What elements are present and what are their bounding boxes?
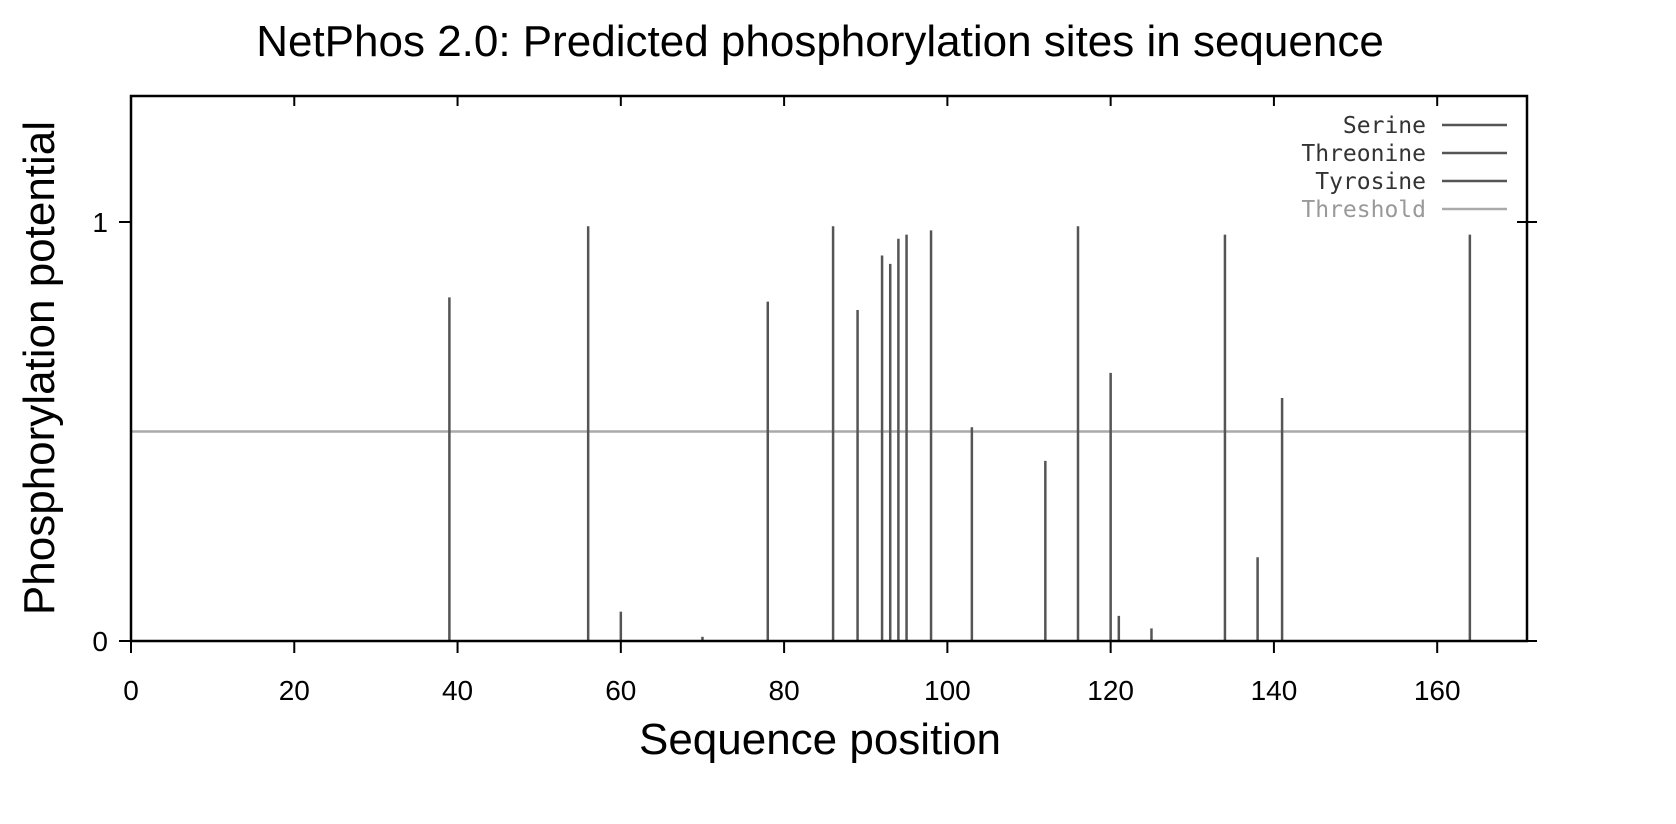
bars-layer [448,226,1472,641]
x-tick-label: 100 [924,675,971,706]
x-tick-label: 120 [1087,675,1134,706]
legend-label: Threshold [1301,197,1426,223]
legend-label: Tyrosine [1315,169,1426,195]
x-axis-label: Sequence position [639,715,1001,764]
x-tick-label: 160 [1414,675,1461,706]
x-tick-label: 0 [123,675,139,706]
legend-label: Threonine [1301,141,1426,167]
plot-frame [129,94,1529,643]
y-axis: 01 [92,207,1537,657]
x-tick-label: 60 [605,675,636,706]
x-tick-label: 20 [279,675,310,706]
x-tick-label: 40 [442,675,473,706]
chart-title: NetPhos 2.0: Predicted phosphorylation s… [256,17,1384,66]
y-tick-label: 0 [92,626,108,657]
x-tick-label: 80 [769,675,800,706]
legend-label: Serine [1343,113,1426,139]
x-tick-label: 140 [1251,675,1298,706]
y-tick-label: 1 [92,207,108,238]
x-axis: 0 20 40 60 80 100 120 140 160 [123,96,1461,706]
y-axis-label: Phosphorylation potential [15,121,64,615]
